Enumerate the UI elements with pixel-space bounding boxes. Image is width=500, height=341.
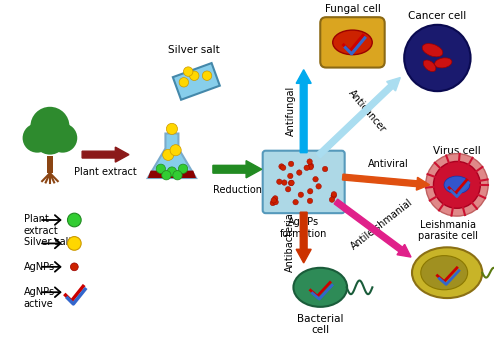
Circle shape xyxy=(308,189,313,194)
Circle shape xyxy=(44,118,70,143)
Circle shape xyxy=(322,166,328,172)
Circle shape xyxy=(179,77,188,87)
Circle shape xyxy=(434,161,480,208)
Ellipse shape xyxy=(412,247,482,298)
FancyBboxPatch shape xyxy=(262,151,344,213)
FancyArrow shape xyxy=(342,174,430,190)
Ellipse shape xyxy=(422,44,443,57)
FancyBboxPatch shape xyxy=(320,17,384,68)
Circle shape xyxy=(288,161,294,167)
Circle shape xyxy=(166,123,177,134)
Ellipse shape xyxy=(424,60,436,72)
Text: Fungal cell: Fungal cell xyxy=(324,4,380,14)
Text: Silver salt: Silver salt xyxy=(24,237,72,247)
Circle shape xyxy=(293,199,298,205)
Circle shape xyxy=(288,173,293,179)
Circle shape xyxy=(298,192,304,197)
Circle shape xyxy=(280,165,286,170)
FancyArrow shape xyxy=(213,161,262,178)
FancyArrow shape xyxy=(316,77,400,158)
Circle shape xyxy=(307,159,312,164)
Polygon shape xyxy=(148,134,196,178)
Circle shape xyxy=(308,164,314,170)
Circle shape xyxy=(308,163,314,168)
FancyArrow shape xyxy=(296,70,311,153)
FancyArrow shape xyxy=(82,147,129,162)
Ellipse shape xyxy=(294,268,347,307)
Circle shape xyxy=(276,179,282,184)
Circle shape xyxy=(313,177,318,182)
Circle shape xyxy=(272,196,278,201)
Circle shape xyxy=(304,165,310,170)
Circle shape xyxy=(270,200,276,206)
Circle shape xyxy=(190,71,199,80)
Circle shape xyxy=(316,184,322,189)
Circle shape xyxy=(404,25,470,91)
Circle shape xyxy=(70,263,78,271)
Circle shape xyxy=(68,237,81,250)
Circle shape xyxy=(271,197,276,203)
Text: Plant
extract: Plant extract xyxy=(24,214,58,236)
Text: Plant extract: Plant extract xyxy=(74,167,137,177)
Text: Silver salt: Silver salt xyxy=(168,45,220,55)
Circle shape xyxy=(30,118,56,143)
Text: Leishmania
parasite cell: Leishmania parasite cell xyxy=(418,220,478,241)
Polygon shape xyxy=(148,170,196,178)
Circle shape xyxy=(289,180,294,186)
Text: AgNPs
formation: AgNPs formation xyxy=(280,217,328,239)
Circle shape xyxy=(286,187,291,192)
Polygon shape xyxy=(173,63,220,100)
Circle shape xyxy=(170,145,181,156)
Text: Reduction: Reduction xyxy=(213,185,262,195)
Ellipse shape xyxy=(434,58,452,68)
Circle shape xyxy=(162,170,171,180)
Ellipse shape xyxy=(444,176,470,194)
Text: Antileishmanial: Antileishmanial xyxy=(349,197,414,251)
Circle shape xyxy=(279,164,284,169)
Circle shape xyxy=(273,199,278,205)
Bar xyxy=(46,155,54,173)
Text: AgNPs: AgNPs xyxy=(24,262,54,272)
Circle shape xyxy=(331,193,336,198)
Circle shape xyxy=(30,107,70,146)
Circle shape xyxy=(162,149,174,160)
Circle shape xyxy=(184,67,193,76)
Circle shape xyxy=(168,167,176,176)
Circle shape xyxy=(34,121,66,154)
Text: AgNPs
active: AgNPs active xyxy=(24,287,54,309)
Text: Anticancer: Anticancer xyxy=(346,87,388,134)
Circle shape xyxy=(296,170,302,175)
Circle shape xyxy=(331,192,336,197)
Text: Cancer cell: Cancer cell xyxy=(408,11,467,21)
Circle shape xyxy=(173,170,182,180)
Text: Antibacterial: Antibacterial xyxy=(285,209,295,272)
Circle shape xyxy=(282,180,287,185)
Text: Antifungal: Antifungal xyxy=(286,86,296,136)
Text: Antiviral: Antiviral xyxy=(368,159,409,169)
Ellipse shape xyxy=(421,256,468,290)
Circle shape xyxy=(178,164,188,173)
Text: Bacterial
cell: Bacterial cell xyxy=(297,314,344,335)
Circle shape xyxy=(22,123,52,153)
Circle shape xyxy=(156,164,166,173)
Circle shape xyxy=(426,154,488,216)
FancyArrow shape xyxy=(296,212,311,263)
Circle shape xyxy=(307,198,312,204)
FancyArrow shape xyxy=(334,199,411,257)
Ellipse shape xyxy=(332,30,372,55)
Circle shape xyxy=(330,197,334,203)
Circle shape xyxy=(68,213,81,227)
Circle shape xyxy=(202,71,212,80)
Text: Virus cell: Virus cell xyxy=(433,146,481,155)
Circle shape xyxy=(48,123,78,153)
Circle shape xyxy=(288,180,294,186)
